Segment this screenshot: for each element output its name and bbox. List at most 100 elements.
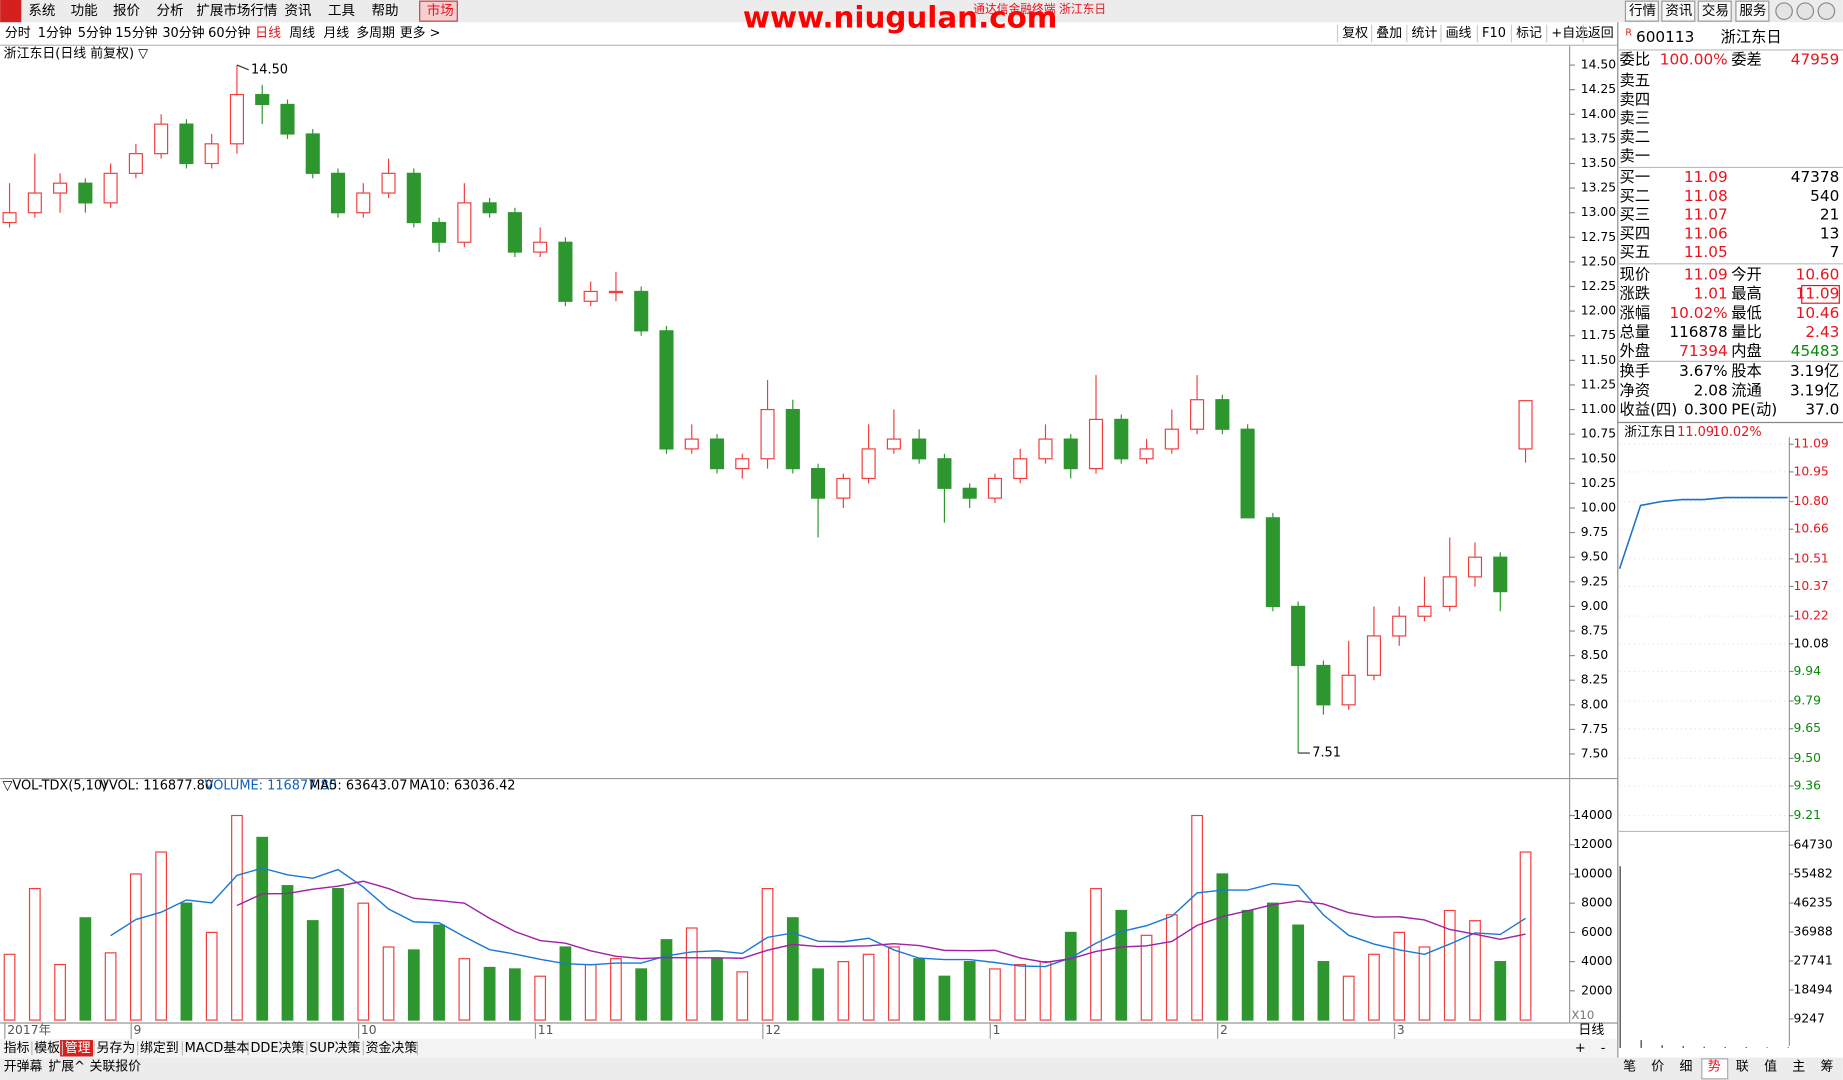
quote-cell: 委差 <box>1731 50 1762 68</box>
quote-cell: 71394 <box>1679 342 1728 360</box>
tool-button[interactable]: 标记 <box>1516 26 1542 41</box>
footer-button[interactable]: 开弹幕 <box>4 1060 43 1075</box>
market-tab[interactable] <box>419 0 458 22</box>
side-tab[interactable]: 细 <box>1679 1060 1692 1075</box>
quote-cell: 540 <box>1810 187 1839 205</box>
candle-body <box>482 202 497 214</box>
menu-market[interactable]: 市场 <box>427 2 454 19</box>
menu-item[interactable]: 资讯 <box>285 3 313 19</box>
tool-button[interactable]: F10 <box>1482 26 1506 41</box>
menu-right-item[interactable]: 行情 <box>1629 3 1656 19</box>
window-button[interactable] <box>1796 2 1815 20</box>
period-button[interactable]: 分时 <box>5 26 31 41</box>
tool-button[interactable]: 画线 <box>1446 26 1472 41</box>
indicator-tabs-bar <box>0 1038 1618 1058</box>
menu-right-item[interactable]: 交易 <box>1702 2 1729 19</box>
y-tick-label: 9.79 <box>1793 694 1820 708</box>
quote-cell: 11.09 <box>1684 168 1728 186</box>
intraday-volume <box>1682 1046 1684 1048</box>
indicator-tab[interactable]: 绑定到 <box>140 1041 179 1056</box>
quote-cell: 买二 <box>1620 187 1651 205</box>
tool-button[interactable]: 叠加 <box>1376 26 1402 41</box>
volume-bar <box>660 939 673 1021</box>
x-tick-label: 3 <box>1397 1023 1405 1037</box>
footer-button[interactable]: 扩展^ <box>48 1060 85 1075</box>
y-tick-label: 10.50 <box>1581 451 1616 465</box>
y-tick-label: 9.36 <box>1793 779 1821 793</box>
quote-cell: 涨跌 <box>1620 285 1651 303</box>
quote-cell: 卖五 <box>1620 72 1651 90</box>
menu-item[interactable]: 功能 <box>71 3 98 19</box>
volume-bar <box>130 873 142 1021</box>
period-button[interactable]: 5分钟 <box>78 25 112 41</box>
period-button[interactable]: 60分钟 <box>208 25 250 41</box>
period-button[interactable]: 日线 <box>255 26 281 41</box>
menu-item[interactable]: 报价 <box>113 3 140 19</box>
footer-button[interactable]: 关联报价 <box>89 1060 141 1075</box>
period-button[interactable]: 周线 <box>289 26 315 41</box>
side-tab[interactable]: 值 <box>1764 1059 1777 1075</box>
tool-button[interactable]: +自选 <box>1551 26 1588 41</box>
side-tab[interactable]: 主 <box>1792 1060 1805 1075</box>
intraday-volume <box>1724 1046 1726 1048</box>
tool-button[interactable]: 统计 <box>1412 26 1438 41</box>
zoom-out[interactable]: - <box>1601 1041 1606 1056</box>
side-tab[interactable]: 势 <box>1708 1059 1721 1075</box>
volume-bar <box>1494 961 1507 1021</box>
indicator-tab[interactable]: 资金决策 <box>366 1040 418 1056</box>
quote-cell: 净资 <box>1620 381 1651 399</box>
menu-item[interactable]: 扩展市场行情 <box>196 2 277 19</box>
quote-cell: 外盘 <box>1620 342 1651 360</box>
period-button[interactable]: 1分钟 <box>38 25 72 41</box>
window-button[interactable] <box>1817 2 1836 20</box>
y-tick-label: 11.09 <box>1793 437 1828 451</box>
x-tick-label: 10 <box>361 1023 377 1037</box>
menu-right-item[interactable]: 资讯 <box>1665 3 1693 19</box>
quote-cell: 45483 <box>1791 342 1840 360</box>
candle-body <box>735 458 750 470</box>
y-tick-label: 8.00 <box>1581 697 1609 711</box>
period-button[interactable]: 多周期 <box>356 26 395 41</box>
menu-item[interactable]: 工具 <box>328 3 355 19</box>
indicator-tab[interactable]: 管理 <box>65 1041 91 1056</box>
volume-bar <box>1039 961 1052 1021</box>
volume-bar <box>1418 946 1431 1021</box>
tool-button[interactable]: 复权 <box>1342 25 1368 41</box>
y-tick-label: 4000 <box>1581 954 1613 968</box>
side-tab[interactable]: 筹 <box>1821 1059 1834 1075</box>
y-tick-label: 9.75 <box>1581 525 1608 539</box>
quote-cell: 11.06 <box>1684 224 1728 242</box>
intraday-volume <box>1640 1040 1642 1048</box>
indicator-tab[interactable]: 指标 <box>4 1041 30 1056</box>
window-button[interactable] <box>1775 2 1793 20</box>
v-tick-label: 46235 <box>1793 896 1832 910</box>
indicator-tab[interactable]: MACD基本 <box>185 1041 250 1056</box>
zoom-in[interactable]: + <box>1575 1041 1586 1056</box>
v-tick-label: 18494 <box>1793 982 1832 996</box>
menu-item[interactable]: 分析 <box>156 3 183 19</box>
volume-bar <box>837 961 850 1021</box>
period-button[interactable]: 15分钟 <box>115 25 157 41</box>
tool-button[interactable]: 返回 <box>1588 26 1614 41</box>
indicator-tab[interactable]: SUP决策 <box>309 1040 360 1056</box>
y-tick-label: 9.50 <box>1793 751 1821 765</box>
quote-cell: 100.00% <box>1660 50 1728 68</box>
y-tick-label: 7.75 <box>1581 722 1608 736</box>
x-tick-label: 9 <box>134 1023 142 1037</box>
period-button[interactable]: 月线 <box>323 26 349 41</box>
period-button[interactable]: 30分钟 <box>162 25 204 41</box>
extreme-arrow <box>236 64 249 71</box>
period-button[interactable]: 更多 > <box>400 26 441 41</box>
menu-item[interactable]: 帮助 <box>372 3 399 19</box>
side-tab[interactable]: 联 <box>1736 1060 1749 1075</box>
x-tick-label: 12 <box>765 1023 781 1037</box>
y-tick-label: 10.25 <box>1581 476 1616 490</box>
side-tab[interactable]: 笔 <box>1623 1059 1636 1075</box>
side-tab[interactable]: 价 <box>1651 1060 1664 1075</box>
indicator-tab[interactable]: DDE决策 <box>250 1040 304 1056</box>
indicator-tab[interactable]: 另存为 <box>97 1041 136 1056</box>
menu-item[interactable]: 系统 <box>28 3 55 19</box>
menu-right-item[interactable]: 服务 <box>1739 3 1766 19</box>
candle-body <box>1392 615 1407 637</box>
indicator-tab[interactable]: 模板 <box>34 1041 60 1056</box>
